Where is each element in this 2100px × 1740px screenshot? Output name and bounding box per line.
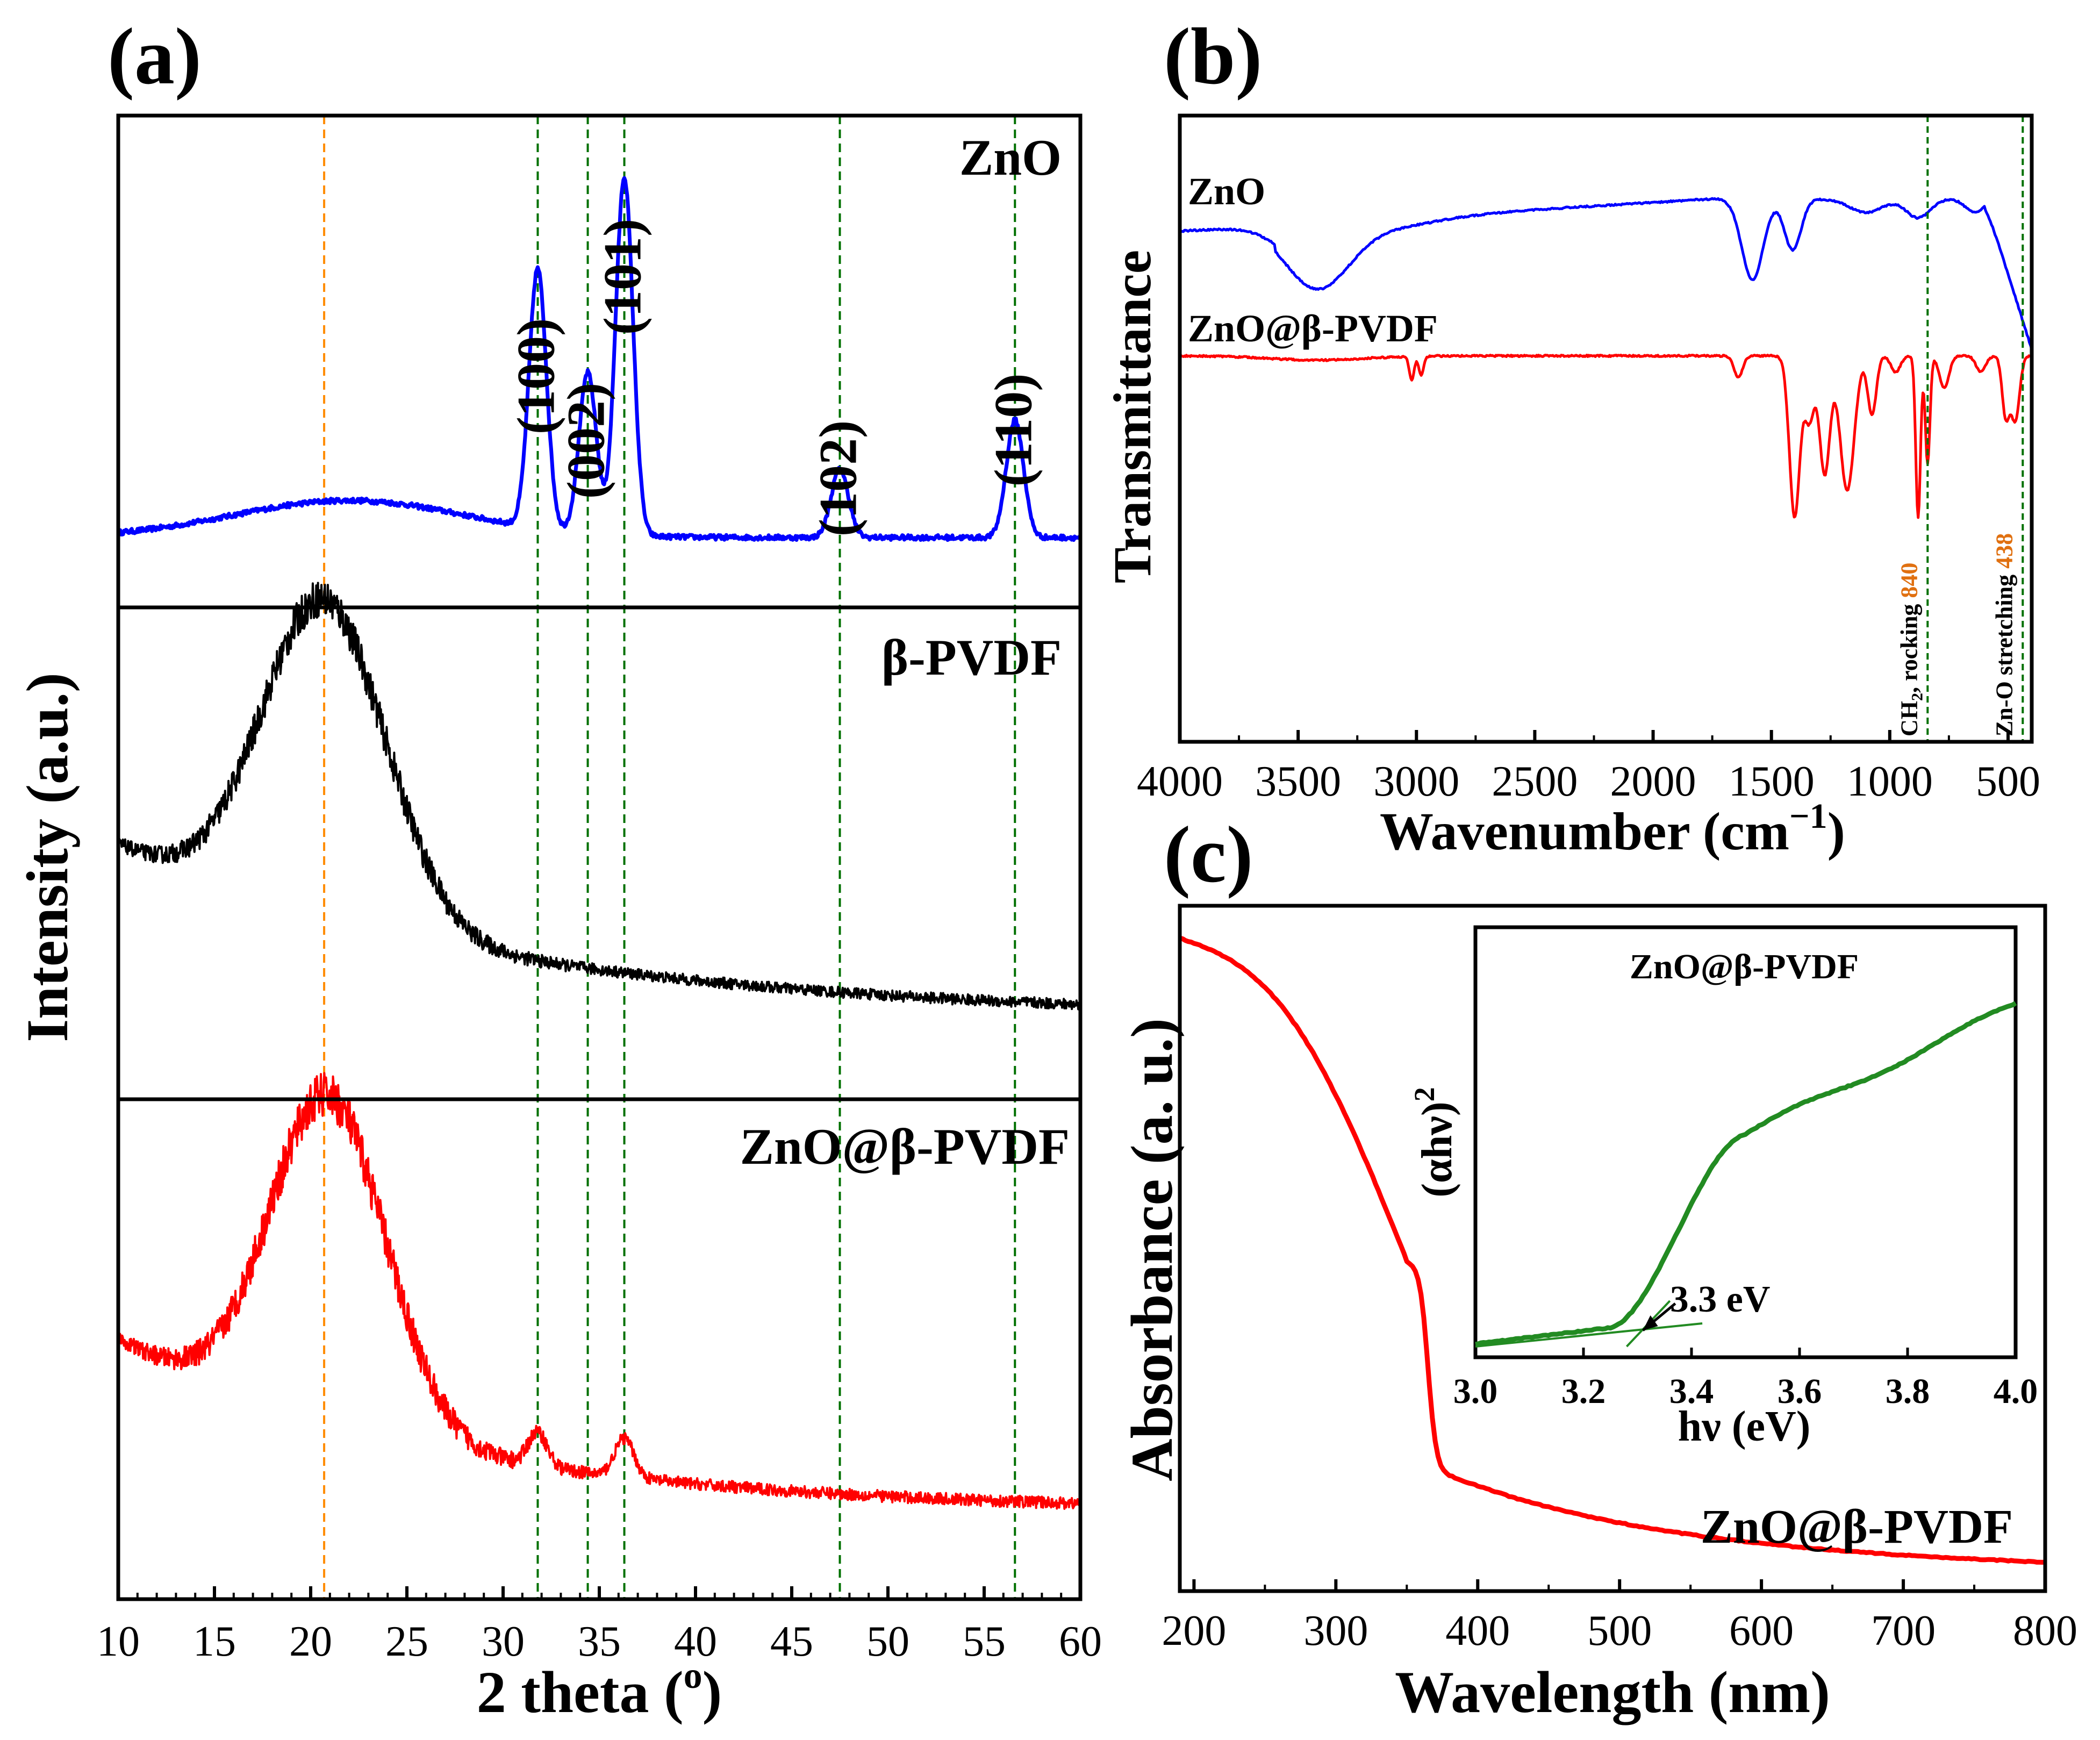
xtick-label-c: 800	[2013, 1607, 2077, 1655]
panel-c-label: (c)	[1164, 810, 1253, 899]
ftir-label-zno: ZnO	[1188, 170, 1265, 213]
annotation-ch2-rocking: CH2, rocking 840	[1896, 563, 1926, 736]
xtick-label-a: 60	[1059, 1618, 1102, 1665]
xlabel-b: Wavenumber (cm−1)	[1380, 797, 1845, 861]
xtick-label-b: 4000	[1137, 758, 1223, 805]
series-label-zno-pvdf: ZnO@β-PVDF	[740, 1118, 1070, 1175]
xtick-label-b: 3500	[1255, 758, 1341, 805]
series-label-zno: ZnO	[959, 129, 1062, 186]
xrd-zno-curve	[116, 176, 1082, 542]
panel-b-label: (b)	[1164, 12, 1262, 101]
panel-a-frame-0	[116, 113, 1083, 610]
series-label-uvvis: ZnO@β-PVDF	[1701, 1500, 2013, 1553]
xtick-label-inset: 3.0	[1453, 1372, 1498, 1411]
ylabel-b: Transmittance	[1102, 250, 1162, 583]
xtick-label-b: 500	[1976, 758, 2040, 805]
xtick-label-b: 2500	[1492, 758, 1578, 805]
xtick-label-a: 25	[385, 1618, 428, 1665]
xtick-label-a: 15	[193, 1618, 236, 1665]
ftir-label-zno-pvdf: ZnO@β-PVDF	[1188, 307, 1438, 350]
xlabel-a: 2 theta (o)	[477, 1655, 722, 1725]
peak-label-002: (002)	[556, 383, 616, 499]
ylabel-inset: (αhν)2	[1408, 1087, 1461, 1197]
panel-a-label: (a)	[107, 12, 202, 101]
xtick-label-inset: 3.2	[1561, 1372, 1606, 1411]
xtick-label-c: 400	[1445, 1607, 1510, 1655]
peak-label-100: (100)	[506, 318, 565, 435]
ftir-zno-curve	[1179, 197, 2033, 350]
xtick-label-b: 1500	[1729, 758, 1815, 805]
ylabel-a: Intensity (a.u.)	[15, 672, 80, 1042]
tauc-curve	[1475, 1001, 2017, 1347]
xtick-label-inset: 4.0	[1994, 1372, 2038, 1411]
xtick-label-b: 2000	[1610, 758, 1696, 805]
xrd-beta-pvdf-curve	[117, 582, 1081, 1011]
band-gap-arrow-head	[1643, 1315, 1658, 1330]
panel-c-frame	[1178, 904, 2047, 1593]
xtick-label-a: 50	[866, 1618, 909, 1665]
xtick-label-c: 300	[1303, 1607, 1368, 1655]
peak-label-101: (101)	[593, 219, 653, 335]
xtick-label-b: 3000	[1373, 758, 1459, 805]
inset-title: ZnO@β-PVDF	[1630, 947, 1859, 986]
xtick-label-c: 200	[1162, 1607, 1226, 1655]
xtick-label-inset: 3.8	[1886, 1372, 1930, 1411]
xtick-label-a: 45	[770, 1618, 813, 1665]
xlabel-c: Wavelength (nm)	[1395, 1659, 1830, 1725]
xtick-label-a: 55	[963, 1618, 1006, 1665]
inset-frame	[1473, 925, 2018, 1359]
ylabel-c: Absorbance (a. u.)	[1119, 1018, 1185, 1481]
tauc-baseline-fit	[1475, 1322, 1703, 1348]
xlabel-inset: hν (eV)	[1678, 1403, 1811, 1450]
xtick-label-inset: 3.6	[1778, 1372, 1822, 1411]
xtick-label-a: 35	[578, 1618, 621, 1665]
series-label-beta-pvdf: β-PVDF	[881, 629, 1062, 686]
peak-label-102: (102)	[808, 420, 868, 537]
xtick-label-inset: 3.4	[1669, 1372, 1714, 1411]
uvvis-curve	[1179, 935, 2046, 1565]
band-gap-label: 3.3 eV	[1670, 1279, 1771, 1320]
xtick-label-a: 20	[289, 1618, 332, 1665]
ftir-zno-pvdf-curve	[1179, 354, 2033, 519]
panel-b-frame	[1178, 113, 2034, 744]
xtick-label-c: 500	[1587, 1607, 1652, 1655]
xrd-zno-pvdf-curve	[117, 1072, 1081, 1510]
xtick-label-c: 700	[1871, 1607, 1936, 1655]
xtick-label-b: 1000	[1847, 758, 1933, 805]
peak-label-110: (110)	[983, 373, 1043, 486]
xtick-label-a: 10	[97, 1618, 140, 1665]
xtick-label-a: 30	[482, 1618, 525, 1665]
xtick-label-c: 600	[1729, 1607, 1794, 1655]
xtick-label-a: 40	[674, 1618, 717, 1665]
annotation-zno-stretching: Zn-O stretching 438	[1991, 533, 2017, 736]
